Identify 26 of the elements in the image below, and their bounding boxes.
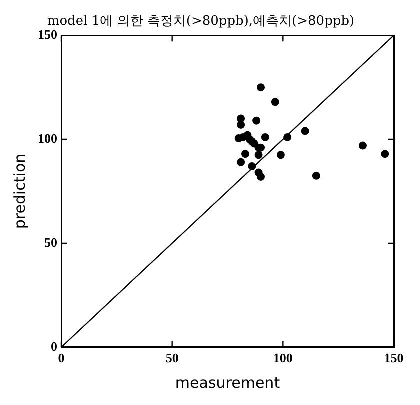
x-tick-label: 150 bbox=[384, 350, 404, 366]
point bbox=[271, 98, 280, 106]
point bbox=[358, 142, 367, 150]
point bbox=[312, 172, 320, 180]
point bbox=[284, 133, 292, 142]
point bbox=[276, 151, 285, 160]
point bbox=[237, 158, 246, 166]
y-tick-label: 50 bbox=[44, 234, 58, 250]
y-tick-label: 150 bbox=[38, 26, 58, 42]
point bbox=[252, 116, 261, 125]
point bbox=[257, 84, 265, 92]
x-tick-label: 100 bbox=[273, 350, 293, 366]
point bbox=[248, 162, 256, 171]
x-tick-label: 50 bbox=[166, 350, 179, 366]
y-tick-label: 0 bbox=[51, 338, 58, 354]
point bbox=[237, 120, 246, 129]
point bbox=[381, 150, 390, 158]
point bbox=[241, 150, 250, 158]
chart-title: model 1에 의한 측정치(>80ppb),예측치(>80ppb) bbox=[47, 14, 355, 30]
point bbox=[254, 151, 263, 160]
y-axis-title: prediction bbox=[10, 154, 29, 230]
y-tick-label: 100 bbox=[38, 130, 58, 146]
point bbox=[257, 172, 265, 181]
point bbox=[261, 133, 270, 142]
point bbox=[301, 127, 310, 136]
x-axis-title: measurement bbox=[175, 374, 280, 392]
